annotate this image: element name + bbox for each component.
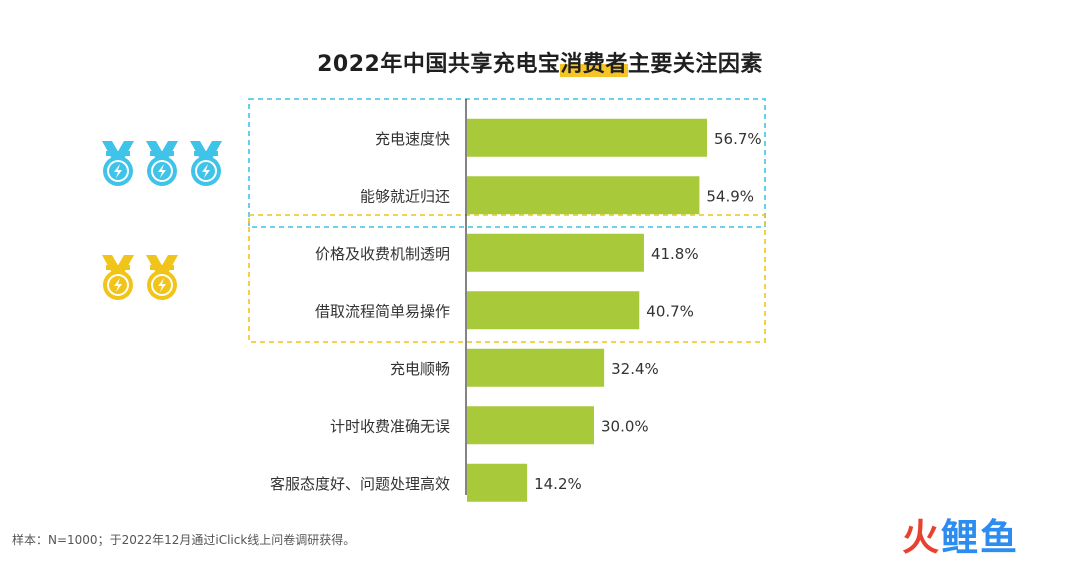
- bar-2: [467, 176, 700, 215]
- watermark-logo: 火鲤鱼: [902, 507, 1019, 561]
- medal-icon-2-2: [146, 255, 178, 300]
- title-suffix: 主要关注因素: [627, 52, 763, 77]
- group-box-2: [248, 214, 766, 343]
- category-label-2: 能够就近归还: [360, 187, 450, 205]
- bar-5: [467, 348, 605, 387]
- bar-3: [467, 233, 644, 272]
- medal-icon-1-3: [190, 141, 222, 186]
- medal-icon-1-1: [102, 141, 134, 186]
- chart-title: 2022年中国共享充电宝消费者主要关注因素: [0, 46, 1080, 78]
- title-prefix: 2022年中国共享充电宝: [317, 52, 561, 77]
- category-label-3: 价格及收费机制透明: [315, 245, 450, 263]
- value-label-1: 56.7%: [714, 130, 762, 148]
- category-label-1: 充电速度快: [375, 130, 450, 148]
- category-label-4: 借取流程简单易操作: [315, 302, 450, 320]
- value-label-7: 14.2%: [534, 475, 582, 493]
- value-label-5: 32.4%: [611, 360, 659, 378]
- value-label-2: 54.9%: [706, 187, 754, 205]
- watermark-part1: 火: [902, 516, 941, 559]
- medal-icon-1-2: [146, 141, 178, 186]
- group-box-1: [248, 98, 766, 228]
- category-label-5: 充电顺畅: [390, 360, 450, 378]
- bar-7: [467, 463, 528, 502]
- medal-icon-2-1: [102, 255, 134, 300]
- bar-1: [467, 118, 708, 157]
- title-highlight: 消费者: [560, 52, 628, 77]
- watermark-part2: 鲤鱼: [941, 516, 1019, 559]
- category-label-6: 计时收费准确无误: [330, 417, 450, 435]
- bar-4: [467, 291, 640, 330]
- value-label-6: 30.0%: [601, 417, 649, 435]
- footnote: 样本：N=1000；于2022年12月通过iClick线上问卷调研获得。: [12, 533, 356, 547]
- value-label-3: 41.8%: [651, 245, 699, 263]
- bar-6: [467, 406, 594, 445]
- category-label-7: 客服态度好、问题处理高效: [270, 475, 450, 493]
- value-label-4: 40.7%: [646, 302, 694, 320]
